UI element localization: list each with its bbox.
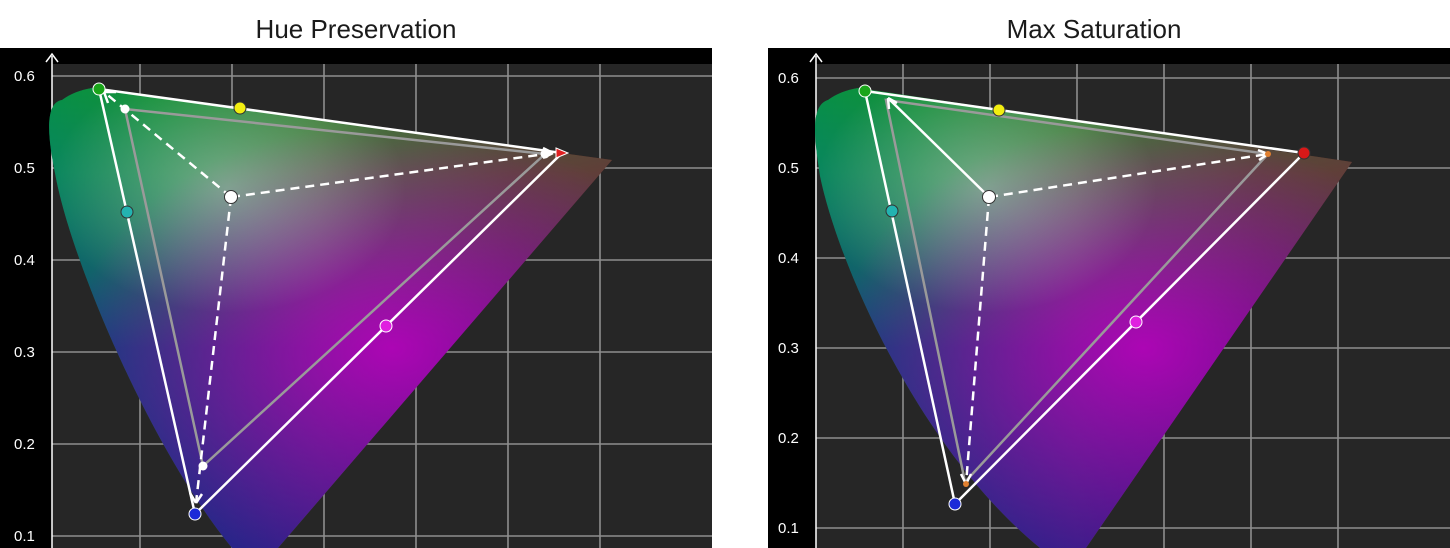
green-primary-marker (858, 84, 872, 98)
arrow-head (102, 90, 116, 104)
yellow-secondary-marker (233, 101, 247, 115)
yellow-secondary-marker (992, 103, 1006, 117)
y-tick-label: 0.4 (778, 250, 799, 267)
mapped-red-point (1265, 151, 1271, 157)
y-tick-label: 0.6 (14, 68, 35, 85)
red-primary-marker (1297, 146, 1311, 160)
outer-gamut-triangle (863, 89, 1307, 507)
inner-vertex-dot (120, 104, 130, 114)
white-point-marker (224, 190, 238, 204)
y-tick-label: 0.5 (778, 160, 799, 177)
saturation-mapping-lines (887, 97, 1269, 485)
y-tick-labels: 0.6 0.5 0.4 0.3 0.2 0.1 (14, 68, 35, 545)
y-tick-label: 0.4 (14, 252, 35, 269)
y-tick-label: 0.2 (778, 430, 799, 447)
blue-primary-marker (948, 497, 962, 511)
y-tick-label: 0.5 (14, 160, 35, 177)
inner-gamut-triangle (884, 98, 1271, 485)
y-tick-label: 0.3 (14, 344, 35, 361)
red-primary-marker (555, 147, 570, 159)
y-tick-label: 0.3 (778, 340, 799, 357)
y-tick-label: 0.6 (778, 70, 799, 87)
panel-title-max-saturation: Max Saturation (1006, 14, 1182, 44)
y-tick-labels: 0.6 0.5 0.4 0.3 0.2 0.1 (778, 70, 799, 537)
arrow-head (886, 96, 898, 110)
mapped-blue-point (963, 481, 969, 487)
y-tick-label: 0.2 (14, 436, 35, 453)
outer-gamut-triangle (97, 87, 565, 517)
chromaticity-diagram-max-saturation: 0.6 0.5 0.4 0.3 0.2 0.1 (768, 48, 1450, 548)
magenta-secondary-marker (379, 319, 393, 333)
inner-vertex-dot (540, 149, 550, 159)
cyan-secondary-marker (885, 204, 899, 218)
green-primary-marker (92, 82, 106, 96)
arrow-head (188, 492, 204, 504)
magenta-secondary-marker (1129, 315, 1143, 329)
cyan-secondary-marker (120, 205, 134, 219)
inner-gamut-triangle (123, 107, 548, 469)
chromaticity-diagram-hue-preservation: 0.6 0.5 0.4 0.3 0.2 0.1 (0, 48, 712, 548)
y-axis-arrow (809, 52, 823, 63)
blue-primary-marker (188, 507, 202, 521)
panel-title-hue-preservation: Hue Preservation (255, 14, 457, 44)
inner-vertex-dot (198, 461, 208, 471)
y-tick-label: 0.1 (778, 520, 799, 537)
white-point-marker (982, 190, 996, 204)
y-axis-arrow (45, 52, 59, 63)
y-tick-label: 0.1 (14, 528, 35, 545)
